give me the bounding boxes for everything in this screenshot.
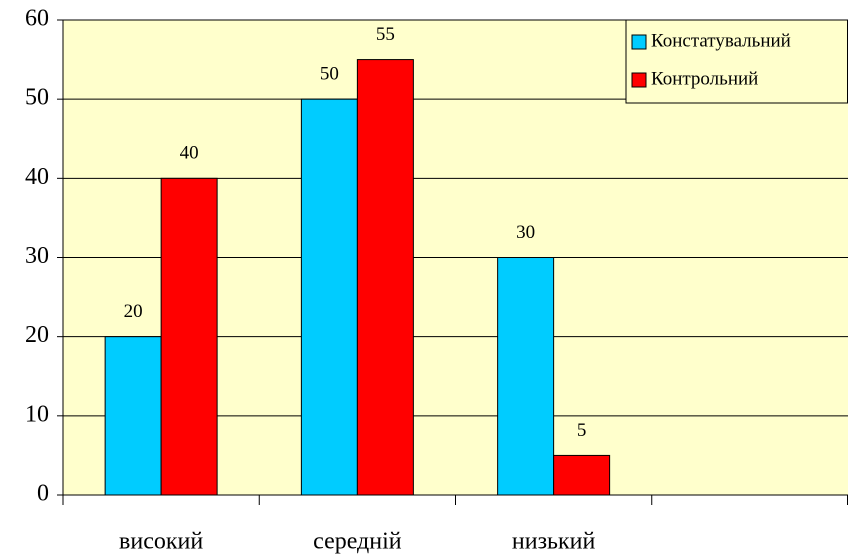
y-tick-label: 20	[25, 322, 49, 348]
x-tick-label: низький	[512, 529, 596, 555]
y-tick-label: 60	[25, 6, 49, 32]
y-tick-label: 40	[25, 164, 49, 190]
y-tick-label: 30	[25, 243, 49, 269]
x-tick-label: середній	[313, 529, 402, 555]
legend	[625, 19, 848, 104]
bar	[160, 177, 218, 496]
bar	[553, 454, 611, 496]
data-label: 20	[124, 301, 143, 322]
legend-label: Контрольний	[651, 68, 758, 89]
data-label: 5	[577, 420, 587, 441]
legend-swatch	[631, 72, 647, 88]
data-label: 40	[180, 143, 199, 164]
bar	[300, 98, 358, 496]
data-label: 55	[376, 24, 395, 45]
bar	[104, 336, 162, 496]
x-tick-label: високий	[119, 529, 203, 555]
legend-label: Констатувальний	[651, 30, 791, 51]
bar	[356, 59, 414, 496]
y-tick-label: 10	[25, 401, 49, 427]
data-label: 50	[320, 64, 339, 85]
y-tick-label: 0	[37, 481, 49, 507]
legend-swatch	[631, 34, 647, 50]
bar	[497, 257, 555, 496]
y-tick-label: 50	[25, 85, 49, 111]
data-label: 30	[516, 222, 535, 243]
